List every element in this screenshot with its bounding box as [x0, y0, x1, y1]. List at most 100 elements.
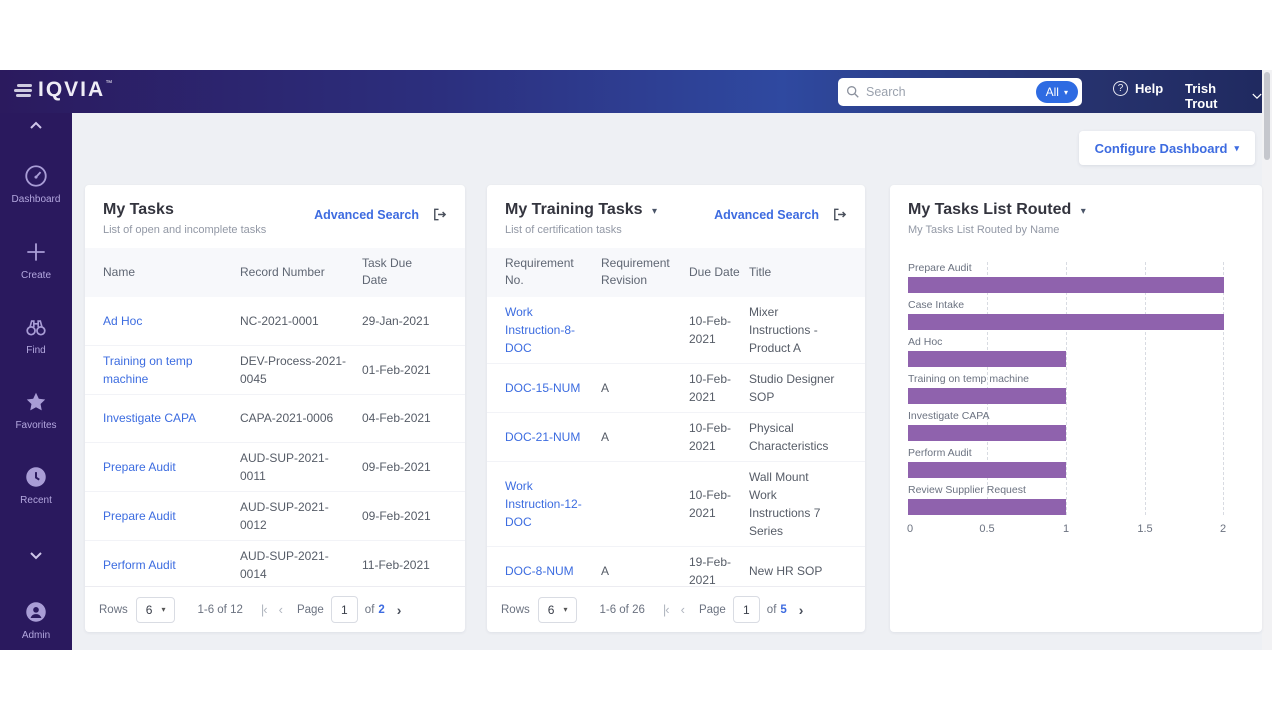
- of-label: of: [364, 603, 375, 616]
- table-row: Work Instruction-12-DOC 10-Feb-2021 Wall…: [487, 460, 865, 546]
- sidebar: Dashboard Create Find: [0, 113, 72, 650]
- record-number: AUD-SUP-2021-0012: [240, 499, 329, 532]
- requirement-link[interactable]: DOC-15-NUM: [505, 380, 581, 395]
- bar-label: Training on temp machine: [908, 373, 1030, 385]
- rows-per-page-dropdown[interactable]: 6 ▾: [537, 596, 578, 623]
- table-row: Training on temp machine DEV-Process-202…: [85, 344, 465, 394]
- chart-x-axis: 0 0.5 1 1.5 2: [907, 521, 1227, 539]
- card-subtitle: My Tasks List Routed by Name: [908, 224, 1060, 236]
- user-menu[interactable]: Trish Trout: [1185, 81, 1262, 111]
- table-row: Perform Audit AUD-SUP-2021-0014 11-Feb-2…: [85, 539, 465, 586]
- column-header-requirement-revision: Requirement Revision: [601, 256, 670, 288]
- bar-label: Prepare Audit: [908, 262, 972, 274]
- chevron-down-icon: ▾: [1234, 142, 1239, 153]
- rows-per-page-value: 6: [547, 602, 555, 617]
- bar-group: Case Intake: [908, 299, 1224, 330]
- task-name-link[interactable]: Prepare Audit: [103, 508, 176, 523]
- bar-group: Prepare Audit: [908, 262, 1224, 293]
- chart-plot-area: Prepare Audit Case Intake Ad Hoc Trainin…: [908, 262, 1224, 515]
- sidebar-expand-button[interactable]: [0, 551, 72, 560]
- next-page-icon[interactable]: ›: [396, 601, 402, 618]
- bar-label: Perform Audit: [908, 447, 972, 459]
- search-scope-dropdown[interactable]: All ▾: [1035, 81, 1078, 103]
- previous-page-icon[interactable]: ‹: [278, 602, 283, 617]
- table-row: DOC-8-NUM A 19-Feb-2021 New HR SOP: [487, 545, 865, 586]
- task-name-link[interactable]: Training on temp machine: [103, 353, 193, 386]
- my-training-tasks-pagination: Rows 6 ▾ 1-6 of 26 |‹ ‹ Page of 5 ›: [487, 586, 865, 632]
- sidebar-item-recent[interactable]: Recent: [0, 464, 72, 506]
- bar[interactable]: [908, 351, 1066, 367]
- next-page-icon[interactable]: ›: [798, 601, 804, 618]
- task-name-link[interactable]: Perform Audit: [103, 557, 176, 572]
- export-icon[interactable]: [431, 206, 449, 224]
- export-icon[interactable]: [831, 206, 849, 224]
- clock-icon: [0, 464, 72, 490]
- bar[interactable]: [908, 314, 1224, 330]
- page-label: Page: [296, 603, 324, 616]
- table-row: DOC-15-NUM A 10-Feb-2021 Studio Designer…: [487, 362, 865, 412]
- task-name-link[interactable]: Prepare Audit: [103, 459, 176, 474]
- sidebar-item-favorites[interactable]: Favorites: [0, 389, 72, 431]
- column-header-requirement-no: Requirement No.: [505, 256, 574, 288]
- bar[interactable]: [908, 499, 1066, 515]
- requirement-revision: A: [601, 380, 610, 395]
- advanced-search-link[interactable]: Advanced Search: [314, 208, 419, 222]
- sidebar-item-label: Dashboard: [11, 194, 61, 205]
- bar-group: Ad Hoc: [908, 336, 1224, 367]
- column-header-name: Name: [103, 264, 136, 279]
- requirement-link[interactable]: Work Instruction-8-DOC: [505, 304, 576, 355]
- task-due-date: 04-Feb-2021: [362, 411, 431, 426]
- page-number-input[interactable]: [732, 596, 760, 623]
- sidebar-item-create[interactable]: Create: [0, 239, 72, 281]
- plus-icon: [0, 239, 72, 265]
- chevron-down-icon: ▾: [1063, 87, 1068, 97]
- chevron-down-icon: [0, 551, 72, 560]
- first-page-icon[interactable]: |‹: [260, 602, 268, 617]
- task-due-date: 29-Jan-2021: [362, 313, 430, 328]
- x-tick: 1: [1062, 523, 1070, 535]
- vertical-scrollbar[interactable]: [1262, 70, 1272, 650]
- page-number-input[interactable]: [330, 596, 358, 623]
- task-due-date: 11-Feb-2021: [362, 557, 430, 572]
- rows-per-page-dropdown[interactable]: 6 ▾: [135, 596, 176, 623]
- x-tick: 1.5: [1137, 523, 1153, 535]
- search-input[interactable]: [866, 85, 1036, 99]
- bar[interactable]: [908, 462, 1066, 478]
- binoculars-icon: [0, 314, 72, 340]
- card-subtitle: List of certification tasks: [505, 224, 622, 236]
- configure-dashboard-button[interactable]: Configure Dashboard ▾: [1078, 131, 1255, 165]
- chevron-down-icon[interactable]: ▾: [651, 206, 658, 217]
- bar-group: Investigate CAPA: [908, 410, 1224, 441]
- task-name-link[interactable]: Investigate CAPA: [103, 411, 197, 426]
- scrollbar-thumb[interactable]: [1264, 72, 1270, 160]
- requirement-link[interactable]: Work Instruction-12-DOC: [505, 478, 582, 529]
- chevron-down-icon[interactable]: ▾: [1080, 206, 1086, 217]
- requirement-link[interactable]: DOC-8-NUM: [505, 563, 574, 578]
- my-training-tasks-table-body: Work Instruction-8-DOC 10-Feb-2021 Mixer…: [487, 297, 865, 586]
- task-name-link[interactable]: Ad Hoc: [103, 313, 143, 328]
- bar[interactable]: [908, 388, 1066, 404]
- sidebar-item-admin[interactable]: Admin: [0, 599, 72, 641]
- bar[interactable]: [908, 425, 1066, 441]
- due-date: 10-Feb-2021: [689, 487, 732, 520]
- requirement-link[interactable]: DOC-21-NUM: [505, 429, 581, 444]
- first-page-icon[interactable]: |‹: [662, 602, 670, 617]
- search-scope-label: All: [1045, 85, 1059, 99]
- help-button[interactable]: ? Help: [1113, 81, 1163, 96]
- rows-label: Rows: [99, 603, 128, 616]
- advanced-search-link[interactable]: Advanced Search: [714, 208, 819, 222]
- global-search[interactable]: All ▾: [838, 78, 1082, 106]
- x-tick: 2: [1219, 523, 1227, 535]
- sidebar-collapse-button[interactable]: [0, 121, 72, 130]
- total-pages: 5: [780, 603, 787, 616]
- previous-page-icon[interactable]: ‹: [680, 602, 685, 617]
- sidebar-item-dashboard[interactable]: Dashboard: [0, 163, 72, 205]
- page-label: Page: [698, 603, 726, 616]
- rows-per-page-value: 6: [145, 602, 153, 617]
- record-number: CAPA-2021-0006: [240, 411, 334, 426]
- due-date: 10-Feb-2021: [689, 420, 732, 453]
- bar[interactable]: [908, 277, 1224, 293]
- sidebar-item-find[interactable]: Find: [0, 314, 72, 356]
- card-title: My Tasks List Routed: [908, 201, 1072, 218]
- iqvia-logo-icon: [14, 84, 32, 97]
